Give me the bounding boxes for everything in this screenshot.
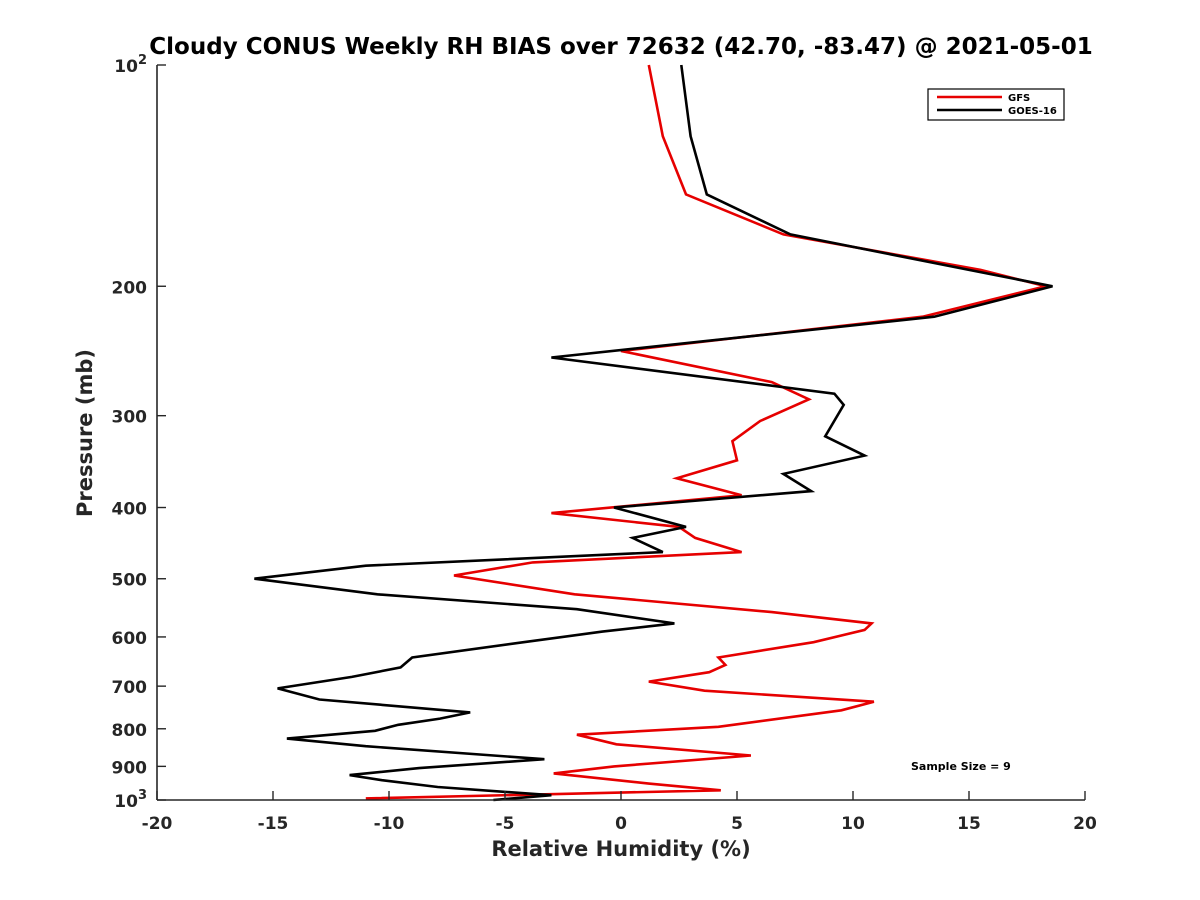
y-tick-label: 400 bbox=[112, 500, 148, 520]
chart-title: Cloudy CONUS Weekly RH BIAS over 72632 (… bbox=[149, 34, 1092, 60]
y-tick-label: 800 bbox=[112, 721, 148, 741]
x-tick-label: 20 bbox=[1073, 814, 1097, 834]
series-line-goes-16 bbox=[254, 64, 1053, 802]
x-axis-label: Relative Humidity (%) bbox=[491, 837, 750, 861]
x-tick-label: 5 bbox=[731, 814, 743, 834]
y-tick-label: 500 bbox=[112, 571, 148, 591]
y-axis-label: Pressure (mb) bbox=[73, 349, 97, 517]
y-tick-label: 103 bbox=[114, 788, 147, 812]
x-tick-label: 15 bbox=[957, 814, 981, 834]
y-tick-label: 300 bbox=[112, 408, 148, 428]
legend: GFS GOES-16 bbox=[927, 88, 1065, 121]
sample-size-annotation: Sample Size = 9 bbox=[911, 760, 1011, 773]
y-tick-label: 900 bbox=[112, 758, 148, 778]
y-tick-label: 200 bbox=[112, 278, 148, 298]
y-tick-label: 102 bbox=[114, 53, 147, 77]
x-tick-label: -20 bbox=[142, 814, 173, 834]
x-tick-label: -5 bbox=[496, 814, 515, 834]
legend-label-goes-16: GOES-16 bbox=[1008, 106, 1057, 117]
legend-label-gfs: GFS bbox=[1008, 93, 1030, 104]
x-tick-label: -15 bbox=[258, 814, 289, 834]
x-tick-label: 10 bbox=[841, 814, 865, 834]
y-tick-label: 700 bbox=[112, 678, 148, 698]
legend-box bbox=[927, 88, 1065, 121]
plot-area: -20 -15 -10 -5 0 5 10 15 20 102 200 300 400 500 600 700… bbox=[112, 53, 1097, 834]
x-tick-label: 0 bbox=[615, 814, 627, 834]
series-line-gfs bbox=[365, 64, 1046, 800]
x-tick-label: -10 bbox=[374, 814, 405, 834]
y-tick-label: 600 bbox=[112, 629, 148, 649]
